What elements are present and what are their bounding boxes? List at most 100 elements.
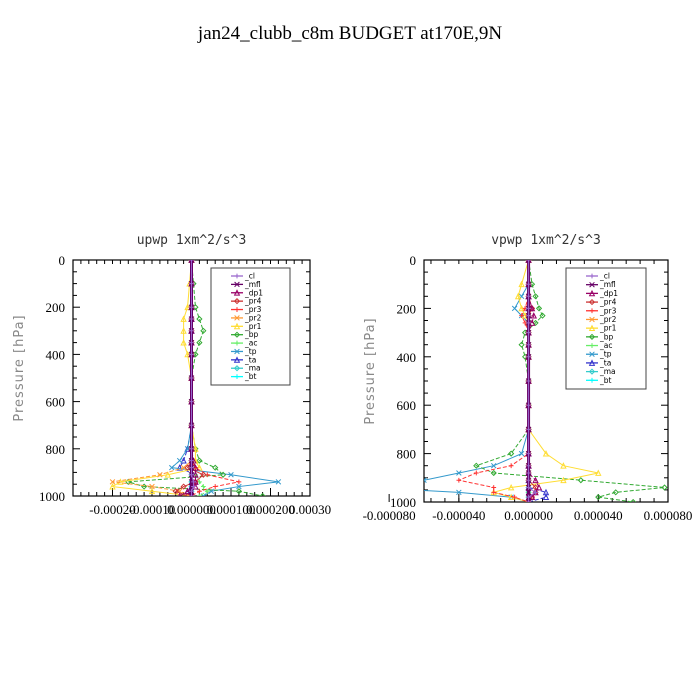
series-marker-cl: [526, 499, 531, 502]
series-marker-pr4: [200, 471, 207, 478]
y-tick-label: 0: [410, 253, 417, 268]
legend-marker: [589, 308, 595, 314]
series-marker-tp: [456, 470, 462, 476]
legend-label: _pr2: [244, 313, 262, 322]
series-marker-tp: [511, 305, 518, 312]
series-marker-dp1: [192, 471, 199, 478]
series-marker-cl: [526, 281, 531, 287]
legend-label: _bp: [244, 330, 259, 339]
series-marker-cl: [526, 494, 531, 500]
legend-label: _tp: [244, 347, 257, 356]
y-axis-label: Pressure [hPa]: [363, 317, 378, 424]
series-marker-tp: [361, 485, 366, 490]
series-marker-bp: [212, 464, 219, 471]
series-marker-mfl: [188, 493, 195, 496]
series-marker-pr2: [149, 483, 155, 490]
x-tick-label: 0.000000: [504, 508, 553, 523]
legend-box: [565, 267, 647, 390]
legend-label: _ma: [244, 364, 261, 373]
y-axis-label: Pressure [hPa]: [12, 314, 27, 421]
y-tick-label: 0: [59, 253, 66, 268]
series-marker-ac: [204, 488, 210, 494]
legend-label: _pr2: [599, 315, 617, 324]
series-marker-tp: [275, 479, 282, 485]
legend-label: _ac: [244, 339, 257, 348]
series-marker-pr3: [236, 479, 242, 485]
series-marker-mfl: [525, 489, 532, 496]
y-tick-label: 400: [397, 350, 417, 365]
series-marker-bp: [661, 484, 668, 491]
series-marker-pr4: [184, 492, 191, 496]
legend-marker: [589, 281, 595, 288]
series-marker-bp: [595, 494, 602, 501]
series-line-tp: [424, 260, 530, 502]
legend-marker: [588, 298, 596, 306]
legend-label: _pr1: [599, 324, 617, 333]
series-marker-cl: [189, 422, 194, 428]
series-marker-dp1: [192, 464, 199, 471]
series-marker-cl: [191, 479, 196, 485]
series-marker-cl: [189, 488, 194, 494]
series-marker-cl: [526, 313, 531, 319]
series-marker-cl: [526, 320, 531, 326]
series-marker-bp: [528, 281, 536, 288]
series-marker-mfl: [525, 260, 532, 263]
legend-marker: [588, 359, 596, 366]
x-tick-label: 0.00030: [289, 502, 331, 517]
series-marker-pr1: [542, 450, 550, 457]
series-marker-dp1: [532, 476, 539, 484]
legend-label: _mfl: [599, 280, 616, 289]
legend-label: _dp1: [599, 289, 618, 298]
series-marker-tp: [236, 483, 242, 490]
series-marker-bp: [532, 319, 539, 327]
y-tick-label: 600: [46, 395, 66, 410]
series-marker-bp: [196, 339, 203, 346]
series-marker-cl: [189, 399, 194, 404]
vpwp-panel: vpwp 1xm^2/s^3 Pressure [hPa] 0 200 400 600 80…: [361, 233, 693, 523]
series-marker-bp: [200, 327, 207, 334]
legend-marker: [234, 315, 240, 321]
series-marker-tp: [518, 450, 525, 457]
series-line-pr1: [110, 260, 201, 496]
series-marker-cl: [189, 472, 194, 478]
y-tick-label: 800: [46, 442, 66, 457]
legend-label: _tp: [599, 350, 612, 359]
series-marker-cl: [189, 446, 194, 452]
series-marker-dp1: [535, 483, 543, 491]
legend-box: [210, 267, 291, 386]
legend-marker: [233, 298, 241, 305]
legend-marker: [589, 316, 595, 323]
x-tick-label: -0.000040: [432, 508, 485, 523]
series-marker-pr3: [473, 470, 479, 476]
legend-marker: [588, 333, 596, 340]
series-marker-dp1: [184, 487, 191, 495]
series-marker-ta: [176, 464, 183, 471]
series-marker-cl: [189, 375, 194, 381]
series-marker-cl: [526, 342, 531, 348]
series-marker-pr3: [212, 484, 218, 489]
series-marker-pr3: [491, 485, 497, 490]
series-marker-cl: [526, 330, 531, 335]
x-tick-label: -0.000080: [363, 508, 416, 523]
legend-marker: [589, 273, 595, 279]
legend: _cl_mfl_dp1_pr4_pr3_pr2_pr1_bp_ac_tp_ta_…: [565, 267, 647, 390]
legend-label: _pr1: [244, 322, 262, 331]
series-marker-tp: [228, 472, 234, 478]
series-marker-pr1: [180, 327, 187, 334]
series-marker-cl: [526, 378, 531, 384]
x-tick-label: 0.000100: [207, 502, 256, 517]
series-marker-ta: [542, 493, 550, 501]
series-marker-tp: [490, 462, 497, 469]
legend-marker: [589, 377, 595, 383]
y-tick-label: 400: [46, 347, 66, 362]
series-marker-cl: [526, 451, 531, 456]
y-tick-label: 200: [46, 300, 66, 315]
legend-label: _pr3: [244, 305, 262, 314]
panel-title: vpwp 1xm^2/s^3: [491, 233, 601, 248]
series-marker-pr4: [180, 483, 187, 490]
series-marker-ac: [200, 484, 206, 489]
legend-marker: [234, 340, 240, 346]
series-marker-bp: [473, 462, 480, 469]
series-marker-bp: [125, 478, 132, 485]
legend-label: _ac: [599, 341, 612, 350]
